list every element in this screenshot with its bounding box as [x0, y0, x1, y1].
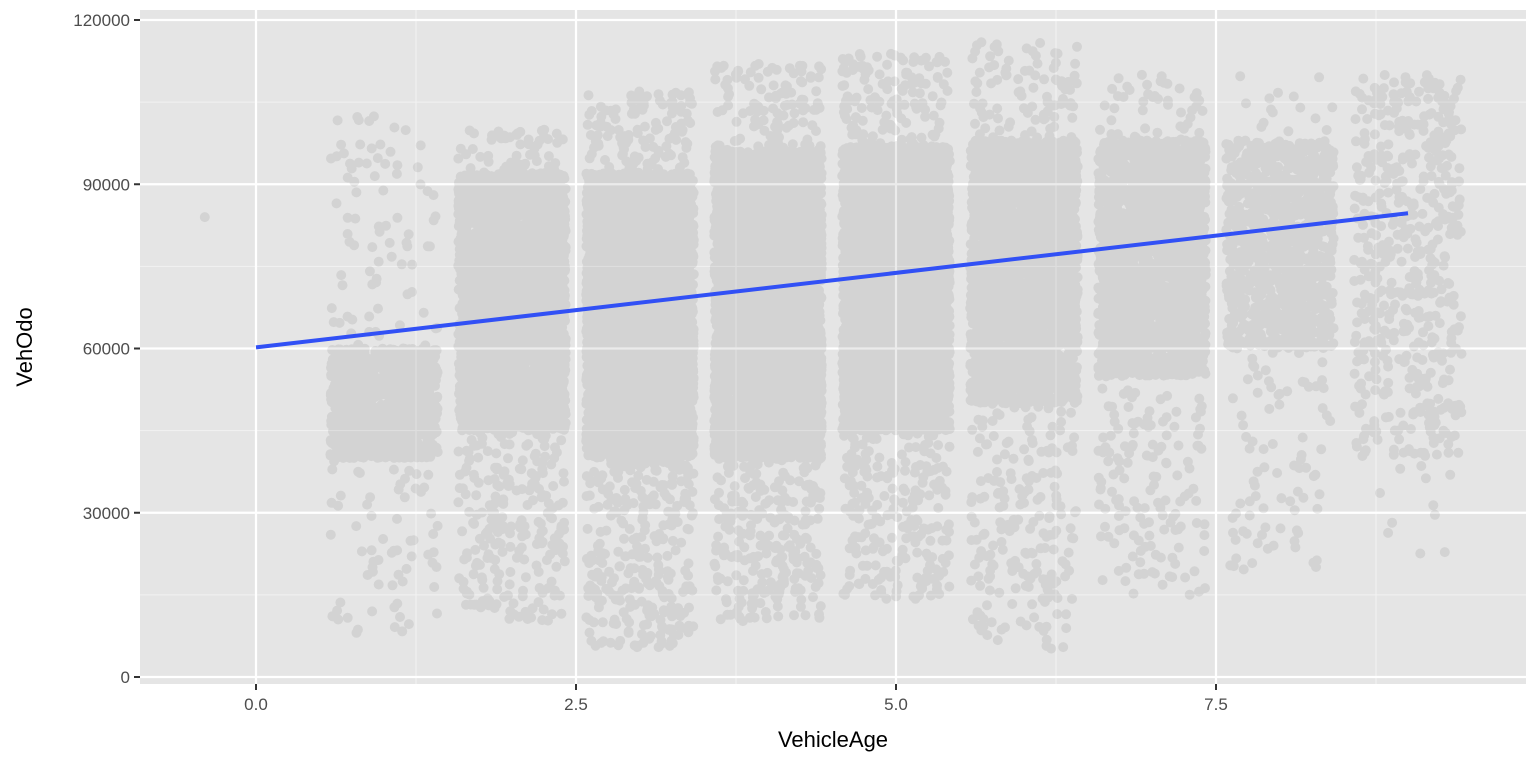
- x-tick-label: 5.0: [884, 695, 908, 714]
- y-tick-label: 30000: [83, 504, 130, 523]
- x-tick-label: 7.5: [1204, 695, 1228, 714]
- gridlines: [140, 10, 1526, 684]
- x-axis-title: VehicleAge: [778, 727, 888, 752]
- plot-panel: [140, 10, 1526, 684]
- y-tick-label: 0: [121, 668, 130, 687]
- axes: 0 30000 60000 90000 120000 0.0 2.5 5.0 7.5: [73, 11, 1228, 714]
- data-points: [199, 37, 1467, 654]
- x-tick-label: 2.5: [564, 695, 588, 714]
- y-tick-label: 120000: [73, 11, 130, 30]
- scatter-point: [199, 37, 1467, 654]
- y-tick-label: 90000: [83, 175, 130, 194]
- trend-line: [255, 211, 1409, 350]
- trend-line-group: [255, 211, 1409, 350]
- y-tick-label: 60000: [83, 340, 130, 359]
- x-tick-label: 0.0: [244, 695, 268, 714]
- y-axis-title: VehOdo: [12, 307, 37, 387]
